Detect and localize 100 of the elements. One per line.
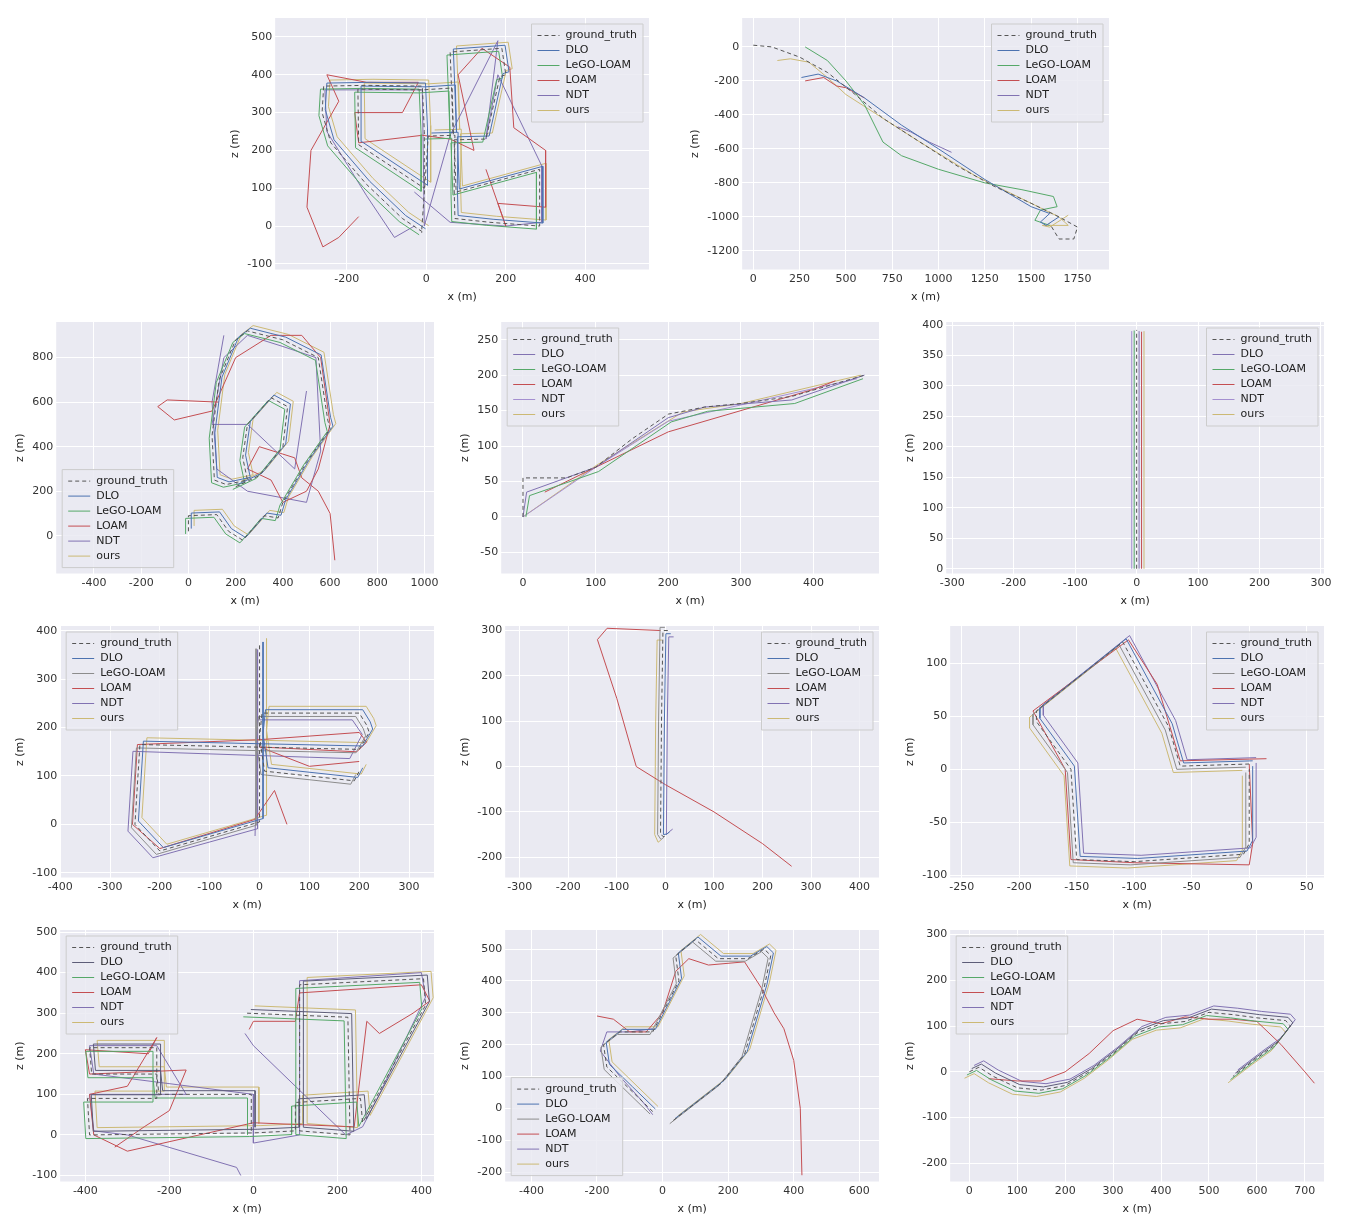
y-tick-label: 250 bbox=[922, 409, 944, 423]
y-tick-label: 50 bbox=[484, 474, 499, 488]
y-tick-label: 150 bbox=[922, 470, 944, 484]
y-axis-title: z (m) bbox=[903, 433, 917, 463]
x-tick-label: 1500 bbox=[1017, 272, 1046, 286]
x-tick-label: 100 bbox=[1187, 576, 1209, 590]
y-tick-label: 100 bbox=[36, 1087, 58, 1101]
legend-label: DLO bbox=[100, 651, 124, 665]
legend-label: LeGO-LOAM bbox=[1240, 362, 1306, 376]
y-tick-label: -800 bbox=[714, 175, 740, 189]
x-tick-label: 400 bbox=[410, 1184, 432, 1198]
x-tick-label: -200 bbox=[128, 576, 154, 590]
legend-label: ground_truth bbox=[1025, 28, 1098, 42]
x-tick-label: 0 bbox=[519, 576, 527, 590]
y-tick-label: 300 bbox=[251, 105, 273, 119]
x-tick-label: 300 bbox=[398, 880, 420, 894]
y-tick-label: -200 bbox=[477, 850, 503, 864]
y-tick-label: 100 bbox=[481, 1069, 503, 1083]
y-tick-label: 500 bbox=[36, 924, 58, 938]
legend-label: DLO bbox=[990, 955, 1014, 969]
x-tick-label: -200 bbox=[1001, 576, 1027, 590]
x-tick-label: 700 bbox=[1294, 1184, 1316, 1198]
y-tick-label: 50 bbox=[933, 709, 948, 723]
legend-label: ours bbox=[1025, 103, 1050, 117]
x-tick-label: 400 bbox=[272, 576, 294, 590]
legend-label: ground_truth bbox=[795, 636, 868, 650]
y-tick-label: -100 bbox=[32, 1168, 58, 1182]
x-axis-title: x (m) bbox=[677, 1202, 707, 1216]
x-tick-label: 500 bbox=[835, 272, 857, 286]
y-tick-label: 400 bbox=[251, 67, 273, 81]
x-tick-label: -300 bbox=[939, 576, 965, 590]
y-tick-label: 200 bbox=[251, 143, 273, 157]
y-tick-label: 300 bbox=[922, 378, 944, 392]
x-tick-label: -150 bbox=[1064, 880, 1090, 894]
x-tick-label: 200 bbox=[225, 576, 247, 590]
x-tick-label: -50 bbox=[1182, 880, 1201, 894]
legend-label: LeGO-LOAM bbox=[795, 666, 861, 680]
legend-label: ground_truth bbox=[100, 636, 172, 650]
y-tick-label: 400 bbox=[36, 965, 58, 979]
legend-label: DLO bbox=[96, 488, 120, 502]
y-axis-title: z (m) bbox=[688, 129, 702, 159]
x-tick-label: 750 bbox=[881, 272, 903, 286]
x-tick-label: 300 bbox=[730, 576, 752, 590]
x-tick-label: -200 bbox=[584, 1184, 610, 1198]
x-axis-title: x (m) bbox=[1120, 594, 1150, 608]
x-tick-label: 400 bbox=[574, 272, 596, 286]
y-tick-label: 350 bbox=[922, 348, 944, 362]
y-tick-label: 300 bbox=[926, 927, 948, 941]
y-tick-label: 250 bbox=[477, 332, 499, 346]
y-tick-label: 300 bbox=[481, 623, 503, 637]
legend-label: ours bbox=[795, 711, 820, 725]
legend-label: LOAM bbox=[100, 681, 132, 695]
legend-label: DLO bbox=[565, 43, 589, 57]
y-axis-title: z (m) bbox=[903, 737, 917, 767]
x-tick-label: 1000 bbox=[410, 576, 439, 590]
x-tick-label: 100 bbox=[298, 880, 320, 894]
legend-label: NDT bbox=[1240, 392, 1265, 406]
y-tick-label: -200 bbox=[922, 1156, 948, 1170]
x-tick-label: 600 bbox=[848, 1184, 870, 1198]
y-axis-title: z (m) bbox=[458, 1041, 472, 1071]
legend-label: LOAM bbox=[565, 73, 597, 87]
y-tick-label: 0 bbox=[940, 762, 948, 776]
y-tick-label: 0 bbox=[495, 1101, 503, 1115]
y-tick-label: 0 bbox=[491, 509, 499, 523]
legend-label: LeGO-LOAM bbox=[990, 970, 1056, 984]
y-tick-label: 0 bbox=[940, 1064, 948, 1078]
y-tick-label: 400 bbox=[36, 623, 58, 637]
legend-label: LeGO-LOAM bbox=[541, 362, 607, 376]
x-tick-label: -100 bbox=[197, 880, 223, 894]
x-tick-label: 0 bbox=[659, 1184, 667, 1198]
legend-label: ground_truth bbox=[541, 332, 613, 346]
y-tick-label: -1200 bbox=[707, 243, 740, 257]
x-tick-label: 0 bbox=[749, 272, 757, 286]
y-axis-title: z (m) bbox=[228, 129, 242, 159]
x-axis-title: x (m) bbox=[677, 898, 707, 912]
x-tick-label: -100 bbox=[1062, 576, 1088, 590]
y-tick-label: -100 bbox=[477, 804, 503, 818]
legend-label: ours bbox=[565, 103, 590, 117]
x-tick-label: 100 bbox=[585, 576, 607, 590]
y-tick-label: -400 bbox=[714, 107, 740, 121]
y-tick-label: 100 bbox=[481, 714, 503, 728]
y-tick-label: -100 bbox=[477, 1133, 503, 1147]
legend-label: ours bbox=[96, 548, 121, 562]
y-tick-label: -50 bbox=[480, 545, 499, 559]
legend-label: DLO bbox=[1240, 347, 1264, 361]
x-axis-title: x (m) bbox=[1122, 898, 1152, 912]
y-tick-label: 200 bbox=[36, 1046, 58, 1060]
y-tick-label: 50 bbox=[929, 531, 944, 545]
x-axis-title: x (m) bbox=[910, 290, 941, 304]
legend-label: LOAM bbox=[96, 518, 128, 532]
x-tick-label: -200 bbox=[1006, 880, 1032, 894]
y-tick-label: 100 bbox=[922, 500, 944, 514]
y-tick-label: 500 bbox=[251, 29, 273, 43]
legend-label: ours bbox=[100, 711, 125, 725]
x-tick-label: -400 bbox=[72, 1184, 98, 1198]
y-axis-title: z (m) bbox=[458, 737, 472, 767]
y-tick-label: 200 bbox=[477, 368, 499, 382]
legend-label: DLO bbox=[795, 651, 819, 665]
y-tick-label: -50 bbox=[929, 815, 948, 829]
x-tick-label: 200 bbox=[657, 576, 679, 590]
